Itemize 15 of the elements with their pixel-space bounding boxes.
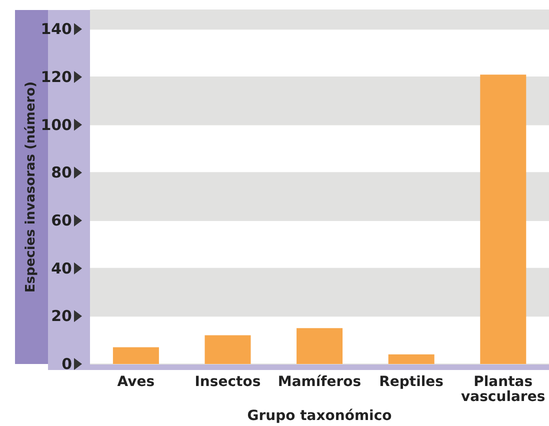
x-axis-title: Grupo taxonómico <box>247 408 392 424</box>
y-tick-label: 40 <box>51 259 72 278</box>
y-tick-label: 20 <box>51 307 72 326</box>
x-tick-label: Insectos <box>194 374 261 390</box>
x-tick-label: Plantas vasculares <box>461 374 546 405</box>
x-tick-label: Aves <box>117 374 155 390</box>
y-tick-label: 140 <box>40 20 72 38</box>
y-tick-label: 100 <box>40 116 72 134</box>
x-tick-label: Reptiles <box>379 374 444 390</box>
y-tick-label: 0 <box>62 355 72 373</box>
y-axis-title: Especies invasoras (número) <box>24 81 39 293</box>
y-tick-label: 60 <box>51 211 72 230</box>
y-tick-label: 80 <box>51 164 72 182</box>
y-tick-label: 120 <box>40 68 72 86</box>
x-tick-label: Mamíferos <box>278 374 362 390</box>
